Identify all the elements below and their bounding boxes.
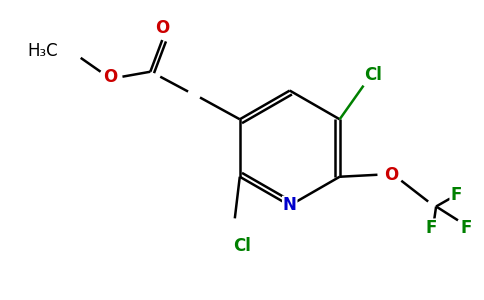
Text: N: N — [283, 196, 297, 214]
Text: F: F — [425, 219, 437, 237]
Text: H₃C: H₃C — [27, 42, 58, 60]
Text: O: O — [155, 19, 169, 37]
Text: Cl: Cl — [364, 66, 382, 84]
Text: F: F — [460, 219, 471, 237]
Text: Cl: Cl — [233, 237, 251, 255]
Text: O: O — [384, 166, 398, 184]
Text: O: O — [104, 68, 118, 86]
Text: F: F — [450, 186, 462, 204]
